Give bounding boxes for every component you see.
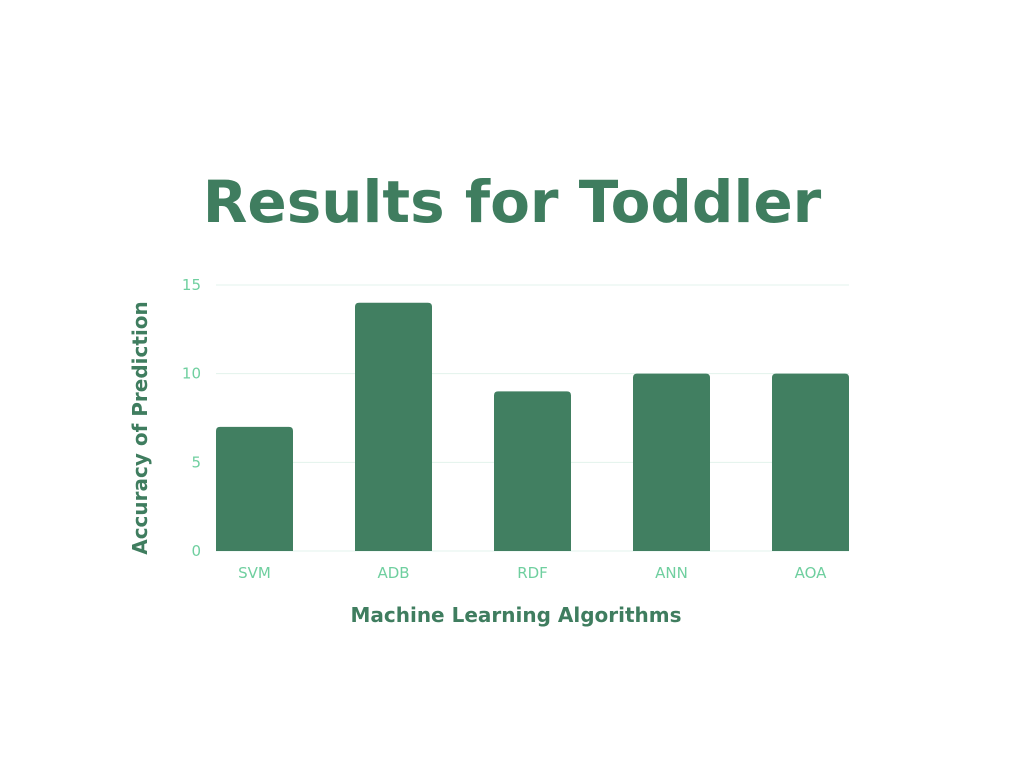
x-axis-label: Machine Learning Algorithms <box>350 603 682 627</box>
y-tick-label: 10 <box>182 365 201 383</box>
bar-ann <box>633 373 710 551</box>
y-tick-label: 5 <box>191 453 201 471</box>
bar-adb <box>355 302 432 551</box>
x-axis-ticks: SVM ADB RDF ANN AOA <box>238 564 827 582</box>
x-tick-label-ann: ANN <box>655 564 688 582</box>
x-tick-label-svm: SVM <box>238 564 271 582</box>
bars <box>216 302 849 551</box>
y-axis-label: Accuracy of Prediction <box>128 301 152 555</box>
y-tick-label: 0 <box>191 542 201 560</box>
bar-rdf <box>494 391 571 551</box>
y-tick-label: 15 <box>182 276 201 294</box>
y-axis-ticks: 0 5 10 15 <box>182 276 201 560</box>
bar-svm <box>216 426 293 551</box>
chart-title: Results for Toddler <box>202 168 822 236</box>
x-tick-label-rdf: RDF <box>517 564 548 582</box>
x-tick-label-adb: ADB <box>377 564 409 582</box>
x-tick-label-aoa: AOA <box>795 564 828 582</box>
bar-aoa <box>772 373 849 551</box>
